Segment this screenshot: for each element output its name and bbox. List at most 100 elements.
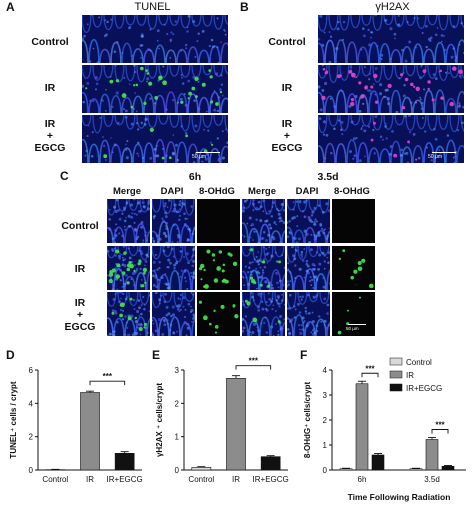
chart-f-bar-1-0 [410,469,422,470]
chart-e-ytick-2: 2 [175,399,180,408]
chart-f-ytick-3: 3 [323,391,328,400]
chart-f-ytick-2: 2 [323,416,328,425]
panel-c-subheader-dapi-3-5d: DAPI [285,186,329,197]
chart-e-ylabel: γH2AX ⁺ cells/crypt [155,383,164,457]
micrograph-a-ir [82,65,228,113]
panel-c-subheader-8ohdg-3-5d: 8-OHdG [330,186,374,197]
chart-e-xtick-0: Control [188,475,214,484]
chart-d-bar-2 [115,453,134,470]
chart-e-xtick-2: IR+EGCG [253,475,289,484]
chart-f-legend-label-1: IR [406,371,414,380]
micrograph-c-control-ohdg-6h [197,199,240,243]
chart-f-ylabel: 8-OHdG⁺ cells/crypt [303,382,312,459]
chart-f-bar-1-1 [426,440,438,471]
panel-c-subheader-merge-6h: Merge [105,186,149,197]
panel-a-scale-bar-label: 50 µm [192,154,206,160]
chart-e-ytick-0: 0 [175,466,180,475]
chart-d-significance: *** [103,372,113,381]
chart-f-xtick-0: 6h [358,475,367,484]
chart-f-bar-0-1 [356,384,368,470]
micrograph-c-control-ohdg-3-5d [332,199,375,243]
panel-letter-a: A [6,0,15,14]
panel-c-scale-bar-label: 50 µm [346,326,359,331]
chart-f-bar-0-0 [340,469,352,470]
micrograph-c-ir-egcg-dapi-3-5d [287,292,330,336]
panel-letter-c: C [60,169,69,183]
chart-d-ylabel: TUNEL⁺ cells / crypt [9,381,18,458]
panel-b-scale-bar-label: 50 µm [428,154,442,160]
chart-e-significance: *** [249,357,259,366]
chart-e-bar-1 [226,378,245,470]
chart-d-tunel: 0 2 4 6 TUNEL⁺ cells / crypt Control IR IR+EGCG… [0,352,150,509]
chart-f-group-0-significance: *** [365,364,375,373]
panel-b-row-label-ir-egcg: IR+EGCG [257,118,317,154]
chart-d-bar-1 [80,393,99,471]
chart-f-bar-1-2 [442,466,454,470]
panel-b-row-label-control: Control [257,36,317,48]
chart-f-group-1-significance: *** [435,421,445,430]
chart-e-gh2ax: 0 1 2 3 γH2AX ⁺ cells/crypt Control IR IR+EGCG *… [146,352,296,509]
chart-f-ytick-0: 0 [323,466,328,475]
chart-f-ytick-1: 1 [323,441,328,450]
micrograph-a-ir-egcg [82,115,228,163]
chart-f-group-0-bracket [362,373,378,377]
panel-b-title: γH2AX [320,1,465,13]
chart-f-legend-label-0: Control [406,358,432,367]
micrograph-c-ir-dapi-3-5d [287,246,330,290]
panel-b-row-label-ir: IR [257,82,317,94]
micrograph-c-ir-ohdg-6h [197,246,240,290]
chart-d-bracket [90,381,125,385]
chart-f-bar-0-2 [372,455,384,470]
micrograph-a-control [82,15,228,63]
panel-a-scale-bar-line [196,152,220,153]
micrograph-b-ir [318,65,464,113]
micrograph-c-ir-egcg-merge-3-5d [242,292,285,336]
micrograph-c-ir-merge-6h [107,246,150,290]
chart-e-bar-2 [261,457,280,470]
chart-d-ytick-3: 6 [29,366,34,375]
chart-d-ytick-2: 4 [29,399,34,408]
micrograph-c-ir-egcg-dapi-6h [152,292,195,336]
panel-c-row-label-control: Control [55,220,105,232]
chart-d-xtick-2: IR+EGCG [107,475,143,484]
chart-e-ytick-3: 3 [175,366,180,375]
chart-f-xtick-1: 3.5d [424,475,440,484]
panel-c-scale-bar-line [348,324,366,325]
chart-d-xtick-0: Control [42,475,68,484]
panel-c-row-label-ir-egcg: IR+EGCG [55,297,105,333]
panel-c-time-3-5d: 3.5d [283,171,373,183]
micrograph-b-control [318,15,464,63]
chart-f-8ohdg: 0 1 2 3 4 8-OHdG⁺ cells/crypt *** 6h *** 3.5d Time… [294,352,474,509]
panel-letter-b: B [240,0,249,14]
chart-d-ytick-1: 2 [29,433,34,442]
chart-d-ytick-0: 0 [29,466,34,475]
chart-f-legend-label-2: IR+EGCG [406,384,442,393]
chart-f-legend-swatch-2 [390,384,402,391]
micrograph-b-ir-egcg [318,115,464,163]
panel-a-title: TUNEL [80,1,225,13]
micrograph-c-control-merge-3-5d [242,199,285,243]
panel-c-subheader-8ohdg-6h: 8-OHdG [195,186,239,197]
panel-a-row-label-control: Control [20,36,80,48]
chart-f-ytick-4: 4 [323,366,328,375]
panel-c-subheader-dapi-6h: DAPI [150,186,194,197]
micrograph-c-ir-egcg-ohdg-6h [197,292,240,336]
chart-e-bracket [236,366,271,370]
chart-f-xlabel: Time Following Radiation [348,492,451,502]
panel-c-subheader-merge-3-5d: Merge [240,186,284,197]
chart-d-xtick-1: IR [86,475,94,484]
panel-c-time-6h: 6h [150,171,240,183]
micrograph-c-control-dapi-6h [152,199,195,243]
chart-e-xtick-1: IR [232,475,240,484]
micrograph-c-control-dapi-3-5d [287,199,330,243]
micrograph-c-ir-egcg-merge-6h [107,292,150,336]
micrograph-c-control-merge-6h [107,199,150,243]
panel-a-row-label-ir-egcg: IR+EGCG [20,118,80,154]
chart-f-legend-swatch-0 [390,358,402,365]
chart-e-bar-0 [192,467,211,470]
chart-e-ytick-1: 1 [175,433,180,442]
micrograph-c-ir-ohdg-3-5d [332,246,375,290]
micrograph-c-ir-dapi-6h [152,246,195,290]
chart-f-legend-swatch-1 [390,371,402,378]
panel-a-row-label-ir: IR [20,82,80,94]
